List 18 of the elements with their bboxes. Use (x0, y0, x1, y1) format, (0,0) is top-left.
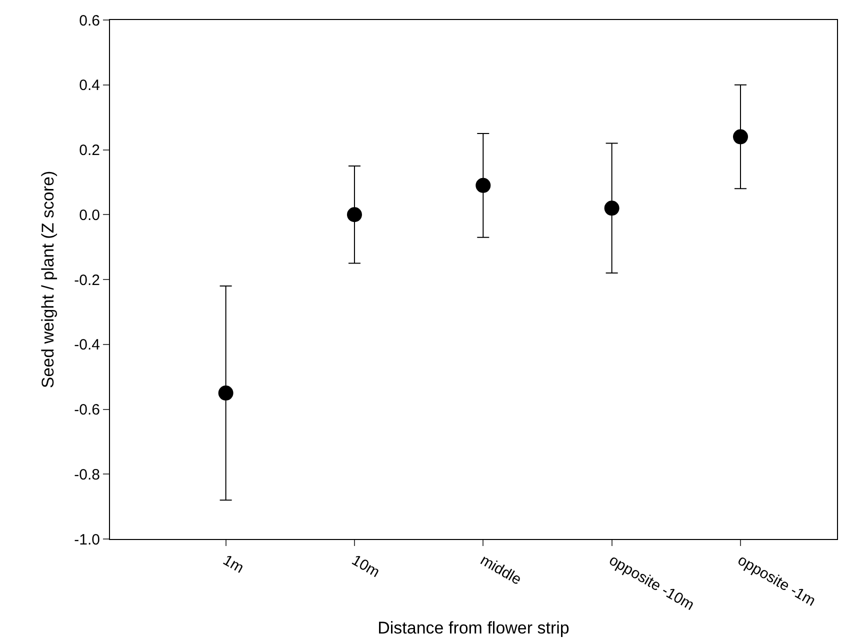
point (604, 200, 620, 216)
y-tick-label: -0.2 (74, 272, 100, 289)
x-axis-title: Distance from flower strip (378, 618, 570, 638)
y-tick-label: 0.0 (79, 206, 100, 224)
x-tick-label: 10m (348, 552, 383, 582)
point (733, 129, 748, 144)
x-tick-label: 1m (220, 552, 247, 577)
y-tick-label: -1.0 (74, 531, 100, 548)
y-tick-label: -0.4 (74, 336, 100, 354)
y-tick-label: 0.4 (79, 77, 100, 94)
y-tick-label: 0.2 (79, 142, 100, 159)
point (476, 178, 491, 193)
y-axis-title: Seed weight / plant (Z score) (38, 170, 58, 388)
y-tick-label: -0.6 (74, 402, 100, 418)
point (218, 386, 234, 401)
point (346, 207, 362, 222)
y-tick-label: -0.8 (74, 466, 100, 484)
y-tick-label: 0.6 (79, 12, 100, 30)
